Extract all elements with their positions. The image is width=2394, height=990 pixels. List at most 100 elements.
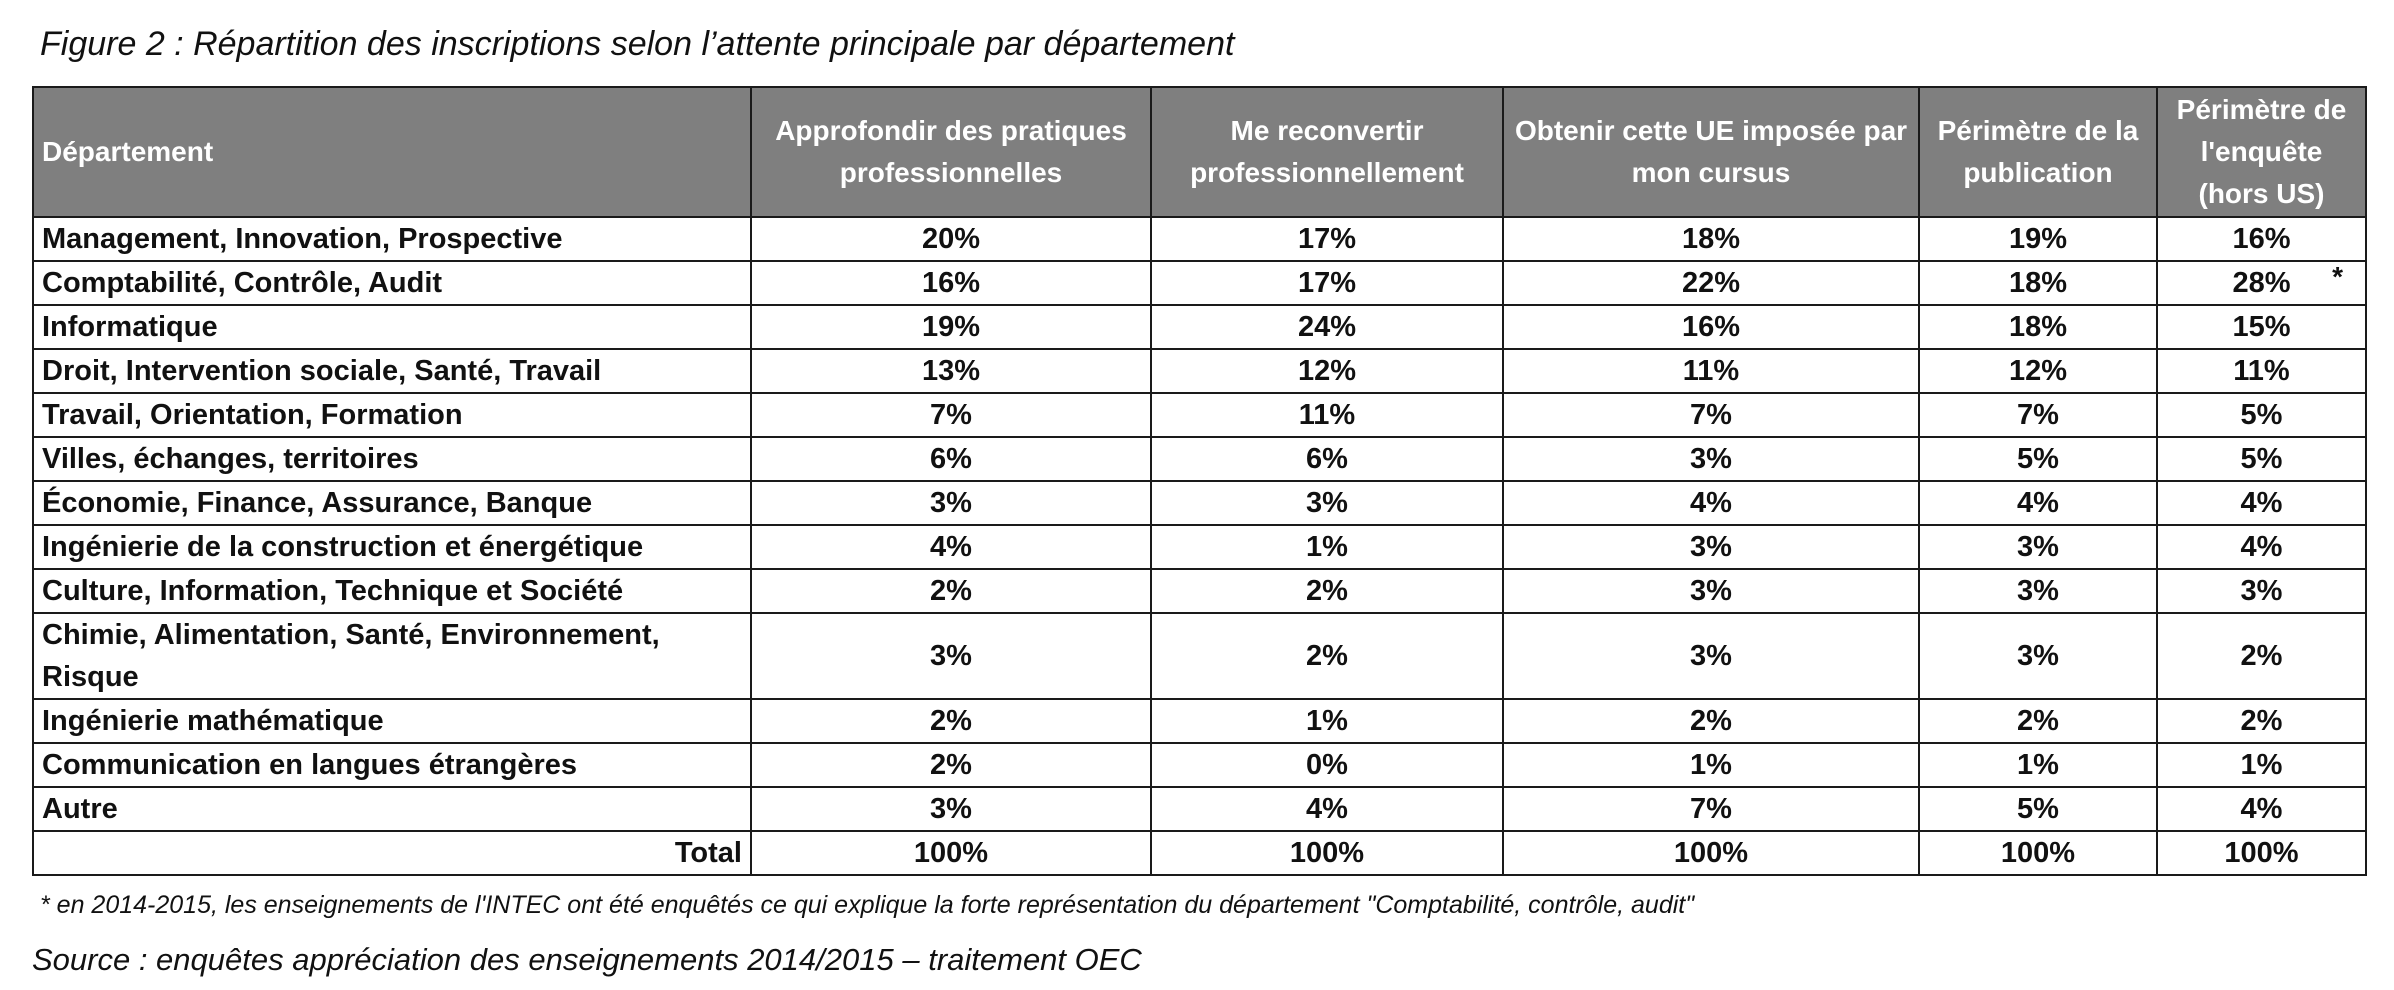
percentage-cell: 24% [1150,304,1504,350]
table-body: Management, Innovation, Prospective 20% 17… [32,216,2367,876]
percentage-cell: 28% * [2156,260,2367,306]
percentage-cell: 2% [750,742,1152,788]
table-row: Ingénierie mathématique 2% 1% 2% 2% 2% [32,698,2367,744]
percentage-cell: 4% [1918,480,2158,526]
percentage-cell: 3% [1502,568,1920,614]
department-name: Chimie, Alimentation, Santé, Environneme… [32,612,752,700]
table-row: Travail, Orientation, Formation 7% 11% 7% 7%… [32,392,2367,438]
table-row: Chimie, Alimentation, Santé, Environneme… [32,612,2367,700]
percentage-cell: 7% [750,392,1152,438]
percentage-cell: 2% [750,568,1152,614]
percentage-value: 28% [2232,267,2291,299]
table-row: Culture, Information, Technique et Socié… [32,568,2367,614]
percentage-cell: 16% [2156,216,2367,262]
total-value: 100% [1150,830,1504,876]
percentage-cell: 15% [2156,304,2367,350]
percentage-cell: 5% [2156,392,2367,438]
percentage-cell: 19% [750,304,1152,350]
percentage-cell: 12% [1150,348,1504,394]
percentage-cell: 4% [1502,480,1920,526]
footnote-marker: * [2332,261,2343,292]
percentage-cell: 17% [1150,260,1504,306]
percentage-cell: 1% [1502,742,1920,788]
header-row: Département Approfondir des pratiques pr… [32,86,2367,218]
percentage-cell: 12% [1918,348,2158,394]
percentage-cell: 11% [1150,392,1504,438]
percentage-cell: 2% [1150,568,1504,614]
percentage-cell: 16% [750,260,1152,306]
percentage-cell: 3% [750,612,1152,700]
percentage-cell: 11% [1502,348,1920,394]
column-header-departement: Département [32,86,752,218]
table-row: Autre 3% 4% 7% 5% 4% [32,786,2367,832]
column-header-obtenir-ue: Obtenir cette UE imposée par mon cursus [1502,86,1920,218]
percentage-cell: 7% [1502,392,1920,438]
table-row: Informatique 19% 24% 16% 18% 15% [32,304,2367,350]
percentage-cell: 3% [1502,612,1920,700]
percentage-cell: 13% [750,348,1152,394]
table-row: Droit, Intervention sociale, Santé, Trav… [32,348,2367,394]
department-name: Économie, Finance, Assurance, Banque [32,480,752,526]
percentage-cell: 5% [1918,436,2158,482]
column-header-approfondir: Approfondir des pratiques professionnell… [750,86,1152,218]
footnote: * en 2014-2015, les enseignements de l'I… [40,891,1695,919]
table-row: Communication en langues étrangères 2% 0% 1… [32,742,2367,788]
percentage-cell: 18% [1918,260,2158,306]
percentage-cell: 1% [1918,742,2158,788]
total-value: 100% [2156,830,2367,876]
percentage-cell: 18% [1502,216,1920,262]
percentage-cell: 22% [1502,260,1920,306]
percentage-cell: 1% [1150,524,1504,570]
percentage-cell: 3% [750,786,1152,832]
percentage-cell: 4% [2156,786,2367,832]
column-header-perimetre-publication: Périmètre de la publication [1918,86,2158,218]
department-name: Travail, Orientation, Formation [32,392,752,438]
percentage-cell: 20% [750,216,1152,262]
percentage-cell: 2% [1918,698,2158,744]
percentage-cell: 3% [1150,480,1504,526]
percentage-cell: 2% [1150,612,1504,700]
percentage-cell: 4% [2156,524,2367,570]
department-name: Villes, échanges, territoires [32,436,752,482]
department-name: Management, Innovation, Prospective [32,216,752,262]
percentage-cell: 0% [1150,742,1504,788]
percentage-cell: 4% [1150,786,1504,832]
percentage-cell: 16% [1502,304,1920,350]
table-row: Management, Innovation, Prospective 20% 17… [32,216,2367,262]
department-name: Droit, Intervention sociale, Santé, Trav… [32,348,752,394]
percentage-cell: 1% [1150,698,1504,744]
percentage-cell: 3% [1502,524,1920,570]
percentage-cell: 11% [2156,348,2367,394]
percentage-cell: 7% [1502,786,1920,832]
table-row: Comptabilité, Contrôle, Audit 16% 17% 22% 18… [32,260,2367,306]
percentage-cell: 4% [750,524,1152,570]
data-table: Département Approfondir des pratiques pr… [32,86,2367,876]
percentage-cell: 3% [2156,568,2367,614]
percentage-cell: 3% [1502,436,1920,482]
percentage-cell: 4% [2156,480,2367,526]
department-name: Ingénierie de la construction et énergét… [32,524,752,570]
department-name: Culture, Information, Technique et Socié… [32,568,752,614]
percentage-cell: 1% [2156,742,2367,788]
total-label: Total [32,830,752,876]
percentage-cell: 3% [750,480,1152,526]
percentage-cell: 5% [1918,786,2158,832]
percentage-cell: 19% [1918,216,2158,262]
figure-title: Figure 2 : Répartition des inscriptions … [40,25,1235,63]
percentage-cell: 18% [1918,304,2158,350]
percentage-cell: 3% [1918,524,2158,570]
percentage-cell: 2% [750,698,1152,744]
department-name: Communication en langues étrangères [32,742,752,788]
total-row: Total 100% 100% 100% 100% 100% [32,830,2367,876]
percentage-cell: 7% [1918,392,2158,438]
percentage-cell: 2% [2156,698,2367,744]
department-name: Comptabilité, Contrôle, Audit [32,260,752,306]
total-value: 100% [750,830,1152,876]
table-row: Villes, échanges, territoires 6% 6% 3% 5% 5% [32,436,2367,482]
source-note: Source : enquêtes appréciation des ensei… [32,942,1142,977]
table-row: Économie, Finance, Assurance, Banque 3% 3%… [32,480,2367,526]
column-header-perimetre-enquete: Périmètre de l'enquête (hors US) [2156,86,2367,218]
total-value: 100% [1502,830,1920,876]
percentage-cell: 3% [1918,568,2158,614]
percentage-cell: 2% [2156,612,2367,700]
